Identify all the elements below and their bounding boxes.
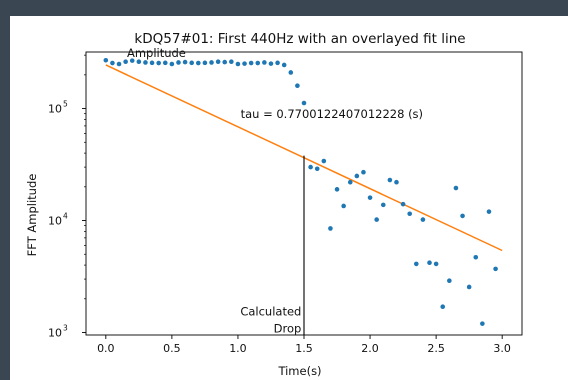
data-point (493, 266, 498, 272)
y-tick-label: 10 (48, 327, 62, 340)
data-point (169, 61, 175, 67)
amplitude-annotation: Amplitude (127, 46, 186, 60)
data-point (387, 177, 393, 183)
y-tick-label: 10 (48, 215, 62, 228)
data-point (162, 60, 168, 66)
data-point (248, 60, 254, 66)
drop-annotation: Drop (274, 322, 302, 336)
y-tick-label: 10 (48, 103, 62, 116)
data-point (116, 61, 122, 67)
y-tick-exponent: 4 (63, 212, 68, 221)
x-tick-label: 1.0 (229, 342, 247, 355)
data-point (295, 83, 300, 89)
data-point (301, 100, 307, 106)
data-point (281, 62, 287, 68)
data-point (347, 179, 353, 185)
x-tick-label: 0.0 (97, 342, 115, 355)
x-tick-label: 0.5 (163, 342, 181, 355)
data-point (334, 187, 340, 192)
y-tick-exponent: 3 (63, 324, 68, 333)
x-tick-label: 3.0 (493, 342, 511, 355)
data-point (440, 304, 446, 310)
data-point (453, 185, 459, 191)
data-point (354, 173, 360, 179)
data-point (321, 158, 327, 164)
data-point (308, 164, 313, 170)
data-point (414, 261, 419, 267)
data-point (136, 59, 142, 65)
data-point (328, 226, 333, 231)
data-point (196, 60, 201, 66)
data-point (394, 179, 399, 185)
data-point (473, 254, 479, 260)
calculated-annotation: Calculated (240, 304, 301, 318)
data-point (341, 203, 346, 209)
data-point (242, 61, 247, 66)
data-point (367, 195, 373, 200)
data-point (361, 169, 366, 175)
data-point (486, 209, 492, 214)
data-point (189, 60, 194, 66)
data-point (407, 211, 412, 217)
data-point (103, 57, 109, 63)
tau-annotation: tau = 0.7700122407012228 (s) (241, 107, 423, 121)
data-point (374, 217, 379, 222)
data-point (275, 60, 280, 66)
data-point (129, 58, 135, 63)
data-point (176, 60, 181, 65)
data-point (262, 60, 267, 65)
data-point (255, 60, 261, 66)
data-point (433, 261, 439, 267)
data-point (235, 61, 241, 67)
data-point (110, 60, 115, 66)
data-point (149, 60, 155, 66)
data-point (447, 278, 452, 284)
data-point (268, 61, 274, 66)
chart-svg: kDQ57#01: First 440Hz with an overlayed … (25, 31, 523, 378)
x-axis-label: Time(s) (277, 364, 321, 378)
data-point (143, 60, 148, 65)
y-axis-label: FFT Amplitude (25, 174, 39, 257)
data-point (380, 202, 386, 208)
data-point (209, 60, 214, 65)
x-tick-label: 1.5 (295, 342, 313, 355)
chart-title: kDQ57#01: First 440Hz with an overlayed … (134, 31, 465, 47)
data-point (215, 59, 221, 65)
y-tick-exponent: 5 (63, 100, 68, 109)
data-point (202, 60, 208, 66)
data-point (156, 60, 161, 66)
data-point (314, 166, 320, 172)
data-point (466, 284, 472, 290)
data-point (460, 213, 465, 219)
data-point (400, 201, 406, 207)
data-point (182, 59, 188, 65)
data-point (229, 59, 234, 65)
data-point (222, 59, 228, 65)
data-point (288, 70, 294, 75)
data-point (427, 260, 432, 266)
data-point (420, 217, 426, 222)
x-tick-label: 2.0 (361, 342, 379, 355)
data-point (480, 321, 485, 326)
x-tick-label: 2.5 (427, 342, 445, 355)
data-point (123, 59, 128, 65)
chart-figure: kDQ57#01: First 440Hz with an overlayed … (10, 16, 568, 380)
